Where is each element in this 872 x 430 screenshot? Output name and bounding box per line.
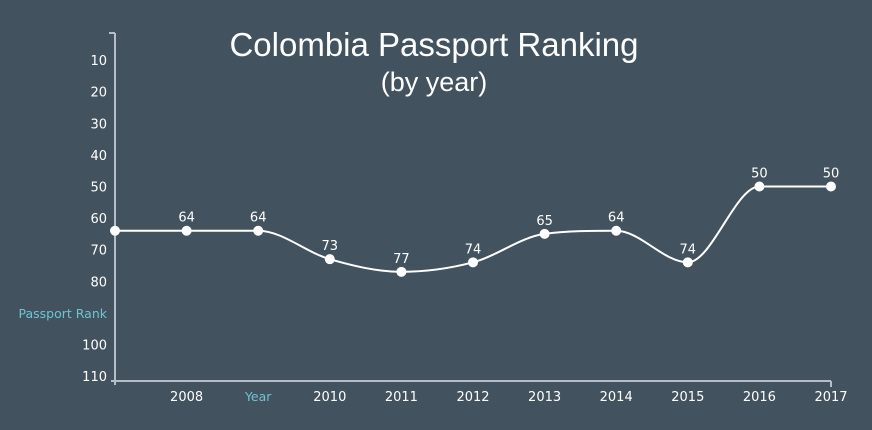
data-label: 50 bbox=[823, 167, 840, 182]
y-tick-label: 80 bbox=[90, 275, 107, 290]
x-axis: 2008 Year 2010 2011 2012 2013 2014 2015 2016 2017 bbox=[111, 380, 848, 405]
x-tick-label: 2013 bbox=[528, 390, 561, 405]
y-tick-label: 60 bbox=[90, 212, 107, 227]
chart-title: Colombia Passport Ranking bbox=[229, 26, 638, 63]
x-tick-label: 2014 bbox=[600, 390, 633, 405]
data-point[interactable] bbox=[396, 266, 407, 277]
y-tick-label: 70 bbox=[90, 244, 107, 259]
data-label: 64 bbox=[250, 211, 267, 226]
data-point[interactable] bbox=[754, 181, 765, 192]
y-tick-label: 10 bbox=[90, 54, 107, 69]
x-tick-label: 2015 bbox=[671, 390, 704, 405]
x-tick-label: 2008 bbox=[170, 390, 203, 405]
y-tick-label: 50 bbox=[90, 181, 107, 196]
y-tick-label: 40 bbox=[90, 149, 107, 164]
data-label: 73 bbox=[322, 239, 339, 254]
data-point[interactable] bbox=[181, 225, 192, 236]
data-label: 64 bbox=[608, 211, 625, 226]
y-tick-label: 110 bbox=[82, 370, 107, 385]
data-label: 74 bbox=[680, 242, 697, 257]
x-axis-label: Year bbox=[244, 389, 272, 404]
x-tick-label: 2016 bbox=[743, 390, 776, 405]
data-point[interactable] bbox=[468, 257, 478, 268]
y-tick-label: 30 bbox=[90, 117, 107, 132]
data-point[interactable] bbox=[539, 228, 550, 239]
y-tick-label: 20 bbox=[90, 86, 107, 101]
x-tick-label: 2011 bbox=[385, 390, 418, 405]
data-label: 74 bbox=[465, 242, 482, 257]
data-label: 64 bbox=[178, 211, 195, 226]
data-point[interactable] bbox=[110, 225, 120, 236]
data-series: 64 64 73 77 74 65 64 74 50 50 bbox=[110, 167, 839, 277]
data-point[interactable] bbox=[682, 257, 693, 268]
data-point[interactable] bbox=[324, 254, 335, 265]
series-line bbox=[115, 185, 831, 273]
y-axis: 10 20 30 40 50 60 70 80 Passport Rank 100 110 bbox=[19, 32, 116, 385]
y-tick-label: 100 bbox=[82, 339, 107, 354]
x-tick-label: 2017 bbox=[814, 390, 847, 405]
x-tick-label: 2010 bbox=[313, 390, 346, 405]
x-tick-label: 2012 bbox=[456, 390, 489, 405]
y-axis-label: Passport Rank bbox=[19, 306, 108, 321]
data-label: 77 bbox=[393, 252, 410, 267]
data-point[interactable] bbox=[826, 181, 836, 192]
data-label: 50 bbox=[751, 167, 768, 182]
data-point[interactable] bbox=[253, 225, 264, 236]
data-label: 65 bbox=[536, 214, 553, 229]
chart-subtitle: (by year) bbox=[381, 67, 488, 97]
data-point[interactable] bbox=[611, 225, 622, 236]
